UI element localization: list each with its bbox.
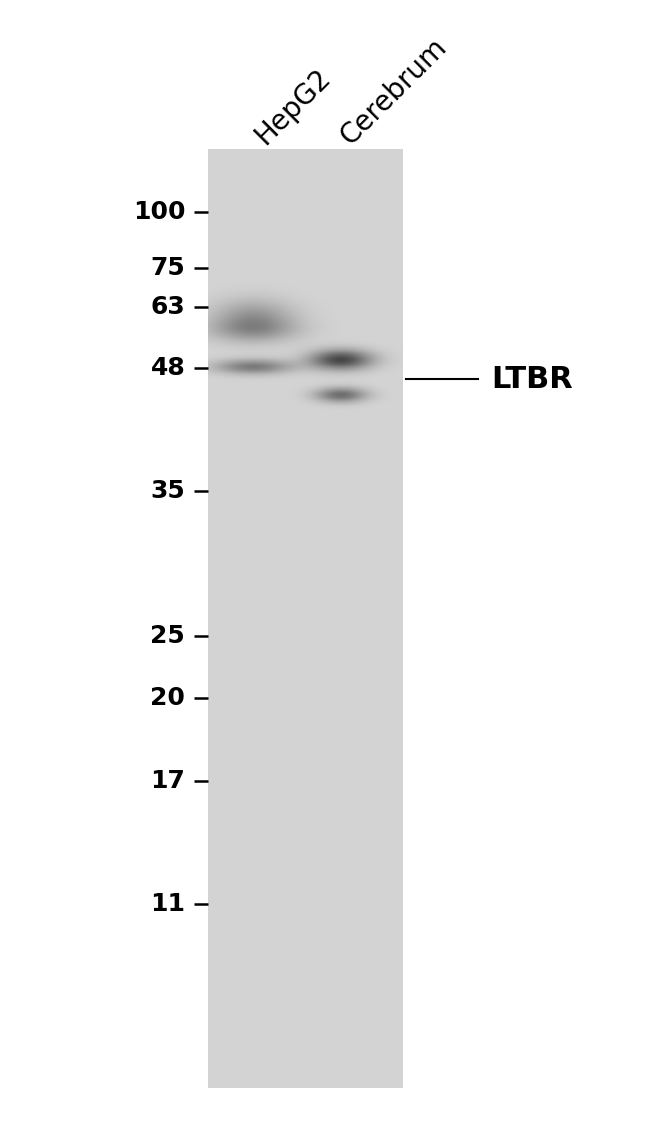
Text: 20: 20 [150,686,185,709]
Text: LTBR: LTBR [491,365,573,394]
Bar [208,150,403,1088]
Text: Cerebrum: Cerebrum [335,33,452,150]
Text: 11: 11 [150,892,185,917]
Text: 25: 25 [151,624,185,649]
Text: HepG2: HepG2 [250,64,337,150]
Text: 100: 100 [133,200,185,223]
Text: 48: 48 [151,356,185,380]
Text: 75: 75 [151,256,185,279]
Text: 63: 63 [151,295,185,319]
Text: 17: 17 [150,770,185,793]
Text: 35: 35 [151,479,185,503]
